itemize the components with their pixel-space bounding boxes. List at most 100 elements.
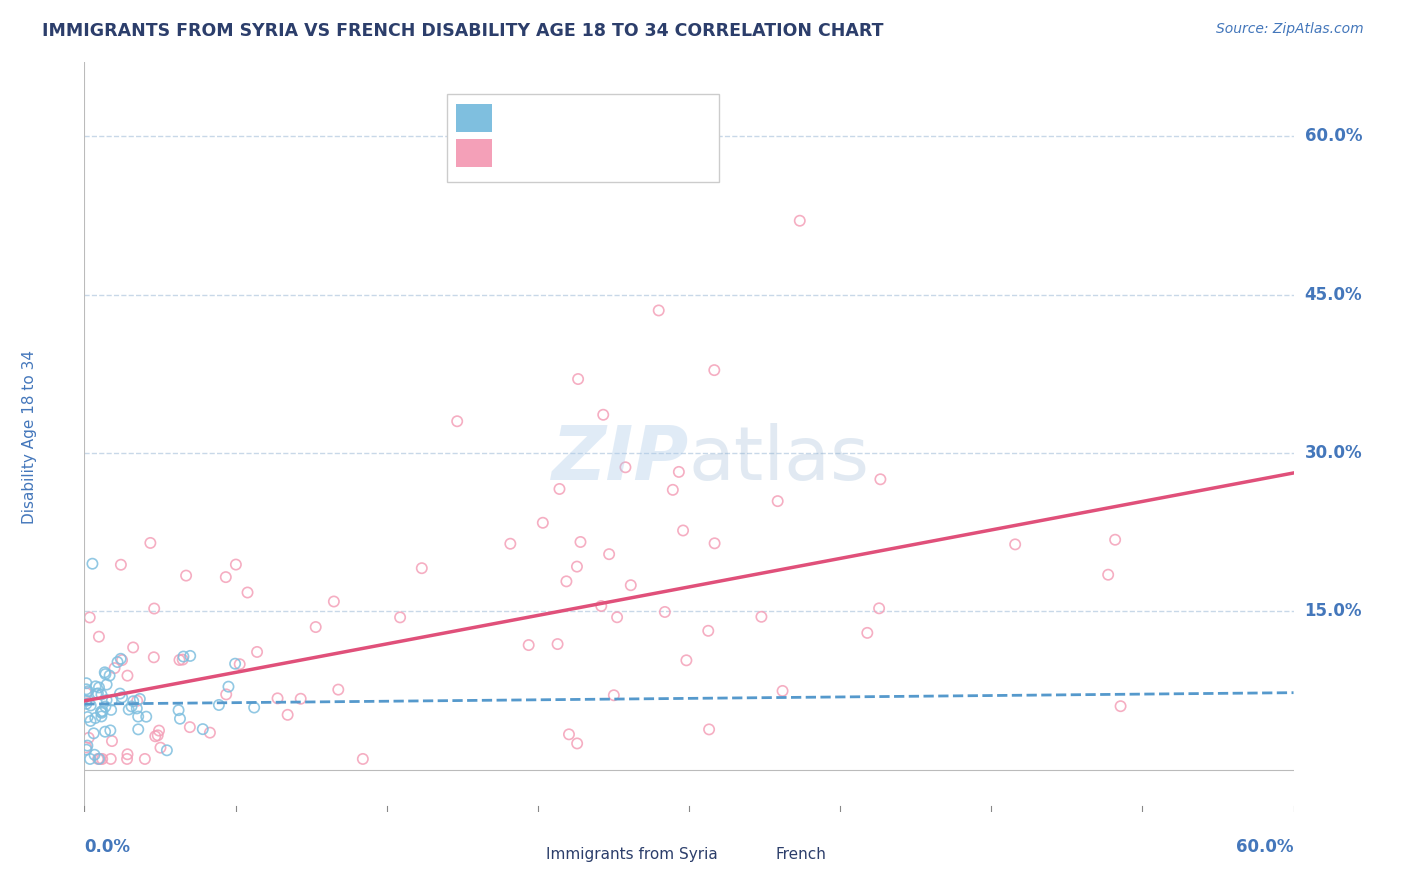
Text: 60.0%: 60.0%	[1305, 128, 1362, 145]
Point	[766, 494, 789, 508]
Point	[117, 747, 139, 762]
Point	[266, 691, 288, 706]
Point	[751, 609, 773, 624]
Point	[215, 687, 238, 701]
Point	[169, 653, 191, 667]
Point	[96, 693, 118, 707]
Point	[83, 726, 105, 740]
Point	[277, 707, 299, 722]
Point	[142, 650, 165, 665]
Point	[107, 655, 129, 669]
Point	[90, 709, 112, 723]
Point	[82, 557, 104, 571]
Point	[110, 652, 132, 666]
Point	[614, 460, 637, 475]
Point	[111, 653, 134, 667]
Text: Source: ZipAtlas.com: Source: ZipAtlas.com	[1216, 22, 1364, 37]
Point	[75, 676, 97, 690]
Point	[77, 731, 100, 745]
Point	[139, 536, 162, 550]
FancyBboxPatch shape	[456, 139, 492, 168]
Point	[352, 752, 374, 766]
Point	[75, 686, 97, 700]
Point	[228, 657, 250, 672]
Point	[117, 668, 139, 682]
Text: 60.0%: 60.0%	[1236, 838, 1294, 856]
Point	[179, 720, 201, 734]
Point	[591, 599, 613, 613]
Point	[91, 704, 114, 718]
Point	[305, 620, 328, 634]
FancyBboxPatch shape	[456, 103, 492, 132]
Text: atlas: atlas	[689, 423, 870, 496]
Point	[290, 691, 312, 706]
Point	[548, 482, 571, 496]
Point	[208, 698, 231, 712]
Text: 45.0%: 45.0%	[1305, 285, 1362, 303]
Point	[90, 705, 112, 719]
Point	[565, 559, 588, 574]
Point	[191, 722, 214, 736]
Point	[79, 752, 101, 766]
Point	[654, 605, 676, 619]
Point	[115, 752, 138, 766]
Point	[1109, 699, 1132, 714]
Point	[172, 652, 194, 666]
Point	[217, 680, 239, 694]
Point	[94, 699, 117, 714]
Point	[603, 688, 626, 702]
Point	[101, 734, 124, 748]
Point	[567, 372, 589, 386]
Text: R = 0.514: R = 0.514	[503, 144, 602, 161]
Point	[75, 682, 97, 697]
Point	[75, 742, 97, 756]
Point	[169, 712, 191, 726]
Point	[100, 703, 122, 717]
Point	[96, 677, 118, 691]
Point	[565, 736, 588, 750]
Point	[80, 698, 103, 713]
Point	[77, 684, 100, 698]
Point	[108, 687, 131, 701]
Point	[101, 693, 124, 707]
Text: 0.0%: 0.0%	[84, 838, 131, 856]
Point	[236, 585, 259, 599]
Text: Disability Age 18 to 34: Disability Age 18 to 34	[22, 350, 38, 524]
Point	[104, 661, 127, 675]
Text: ZIP: ZIP	[551, 423, 689, 496]
Point	[122, 640, 145, 655]
Point	[110, 558, 132, 572]
Point	[446, 414, 468, 428]
Point	[75, 740, 97, 755]
Point	[94, 667, 117, 681]
FancyBboxPatch shape	[513, 844, 540, 866]
Text: 30.0%: 30.0%	[1305, 444, 1362, 462]
Point	[127, 694, 149, 708]
Point	[87, 681, 110, 695]
Point	[224, 657, 246, 671]
Point	[122, 694, 145, 708]
Point	[215, 570, 238, 584]
Point	[76, 739, 98, 753]
Point	[225, 558, 247, 572]
Point	[411, 561, 433, 575]
Point	[134, 752, 156, 766]
Point	[592, 408, 614, 422]
Point	[499, 537, 522, 551]
Point	[322, 594, 344, 608]
Point	[675, 653, 697, 667]
Point	[517, 638, 540, 652]
Point	[648, 303, 671, 318]
Point	[243, 700, 266, 714]
Text: N = 86: N = 86	[616, 144, 683, 161]
Point	[75, 694, 97, 708]
Point	[146, 728, 169, 742]
Point	[128, 692, 150, 706]
Point	[789, 213, 811, 227]
Point	[246, 645, 269, 659]
Point	[697, 723, 720, 737]
Point	[620, 578, 643, 592]
Point	[121, 699, 143, 714]
Point	[167, 703, 190, 717]
Text: IMMIGRANTS FROM SYRIA VS FRENCH DISABILITY AGE 18 TO 34 CORRELATION CHART: IMMIGRANTS FROM SYRIA VS FRENCH DISABILI…	[42, 22, 884, 40]
